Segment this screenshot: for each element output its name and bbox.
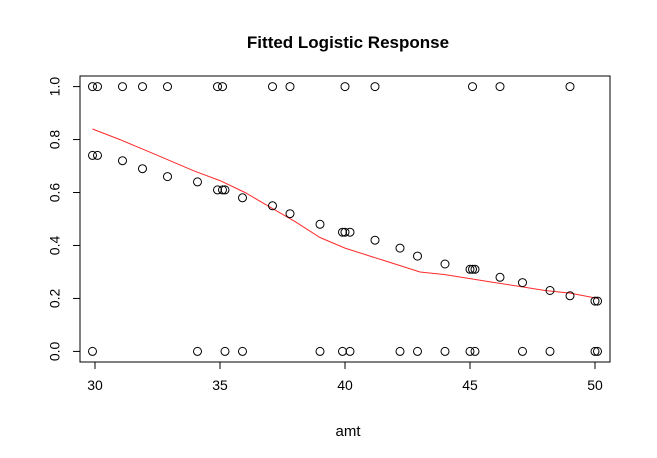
data-point	[220, 185, 230, 195]
data-point	[218, 82, 227, 92]
data-point	[470, 264, 480, 274]
y-axis: 0.0 0.2 0.4 0.6 0.8 1.0	[47, 77, 81, 361]
data-point	[495, 272, 505, 282]
y-tick-label: 0.2	[47, 289, 63, 309]
data-point	[395, 346, 405, 356]
data-point	[593, 346, 602, 356]
x-tick-label: 30	[87, 377, 103, 393]
data-point	[118, 82, 127, 92]
data-point	[590, 296, 600, 306]
data-point	[470, 346, 480, 356]
y-tick-label: 0.8	[47, 130, 63, 150]
data-point	[545, 286, 555, 295]
data-point	[345, 227, 355, 237]
data-point	[193, 346, 202, 356]
data-point	[565, 82, 575, 92]
x-tick-label: 40	[337, 377, 353, 393]
data-point	[518, 278, 527, 288]
x-tick-label: 50	[587, 377, 603, 393]
data-point	[413, 251, 422, 261]
data-point	[395, 243, 405, 253]
data-point	[340, 82, 350, 92]
y-tick-label: 0.6	[47, 183, 63, 203]
data-point	[345, 346, 355, 356]
data-point	[545, 346, 555, 356]
data-point	[370, 82, 380, 92]
data-point	[565, 291, 575, 301]
data-point	[465, 346, 475, 356]
x-tick-label: 45	[462, 377, 478, 393]
data-point	[370, 235, 380, 245]
y-tick-label: 1.0	[47, 77, 63, 97]
y-tick-label: 0.4	[47, 236, 63, 256]
x-axis: 30 35 40 45 50	[87, 361, 603, 393]
data-point	[213, 82, 222, 92]
data-point	[285, 82, 295, 92]
data-point	[338, 346, 347, 356]
data-point	[163, 82, 172, 92]
y-tick-label: 0.0	[47, 341, 63, 361]
data-point	[495, 82, 505, 92]
data-point	[163, 172, 172, 182]
data-point	[518, 346, 527, 356]
observed-points	[88, 82, 602, 356]
x-tick-label: 35	[212, 377, 228, 393]
data-point	[315, 219, 325, 229]
data-point	[315, 346, 325, 356]
data-point	[138, 82, 147, 92]
x-axis-label: amt	[335, 423, 361, 440]
data-point	[590, 346, 600, 356]
data-point	[268, 82, 277, 92]
data-point	[593, 296, 602, 306]
data-point	[138, 164, 147, 174]
data-point	[88, 346, 97, 356]
data-point	[218, 185, 227, 195]
data-point	[465, 264, 475, 274]
data-point	[340, 227, 350, 237]
data-point	[93, 82, 102, 92]
data-point	[440, 346, 450, 356]
data-point	[88, 150, 97, 160]
data-point	[118, 156, 127, 166]
data-point	[93, 150, 102, 160]
chart-title: Fitted Logistic Response	[247, 33, 449, 52]
fitted-curve-line	[92, 128, 598, 299]
data-point	[468, 264, 477, 274]
data-point	[440, 259, 450, 269]
data-point	[238, 193, 247, 203]
data-point	[220, 346, 230, 356]
data-point	[238, 346, 247, 356]
data-point	[285, 209, 295, 219]
data-point	[413, 346, 422, 356]
data-point	[468, 82, 477, 92]
data-point	[268, 201, 277, 211]
data-point	[193, 177, 202, 187]
data-point	[88, 82, 97, 92]
plot-frame	[79, 75, 611, 363]
